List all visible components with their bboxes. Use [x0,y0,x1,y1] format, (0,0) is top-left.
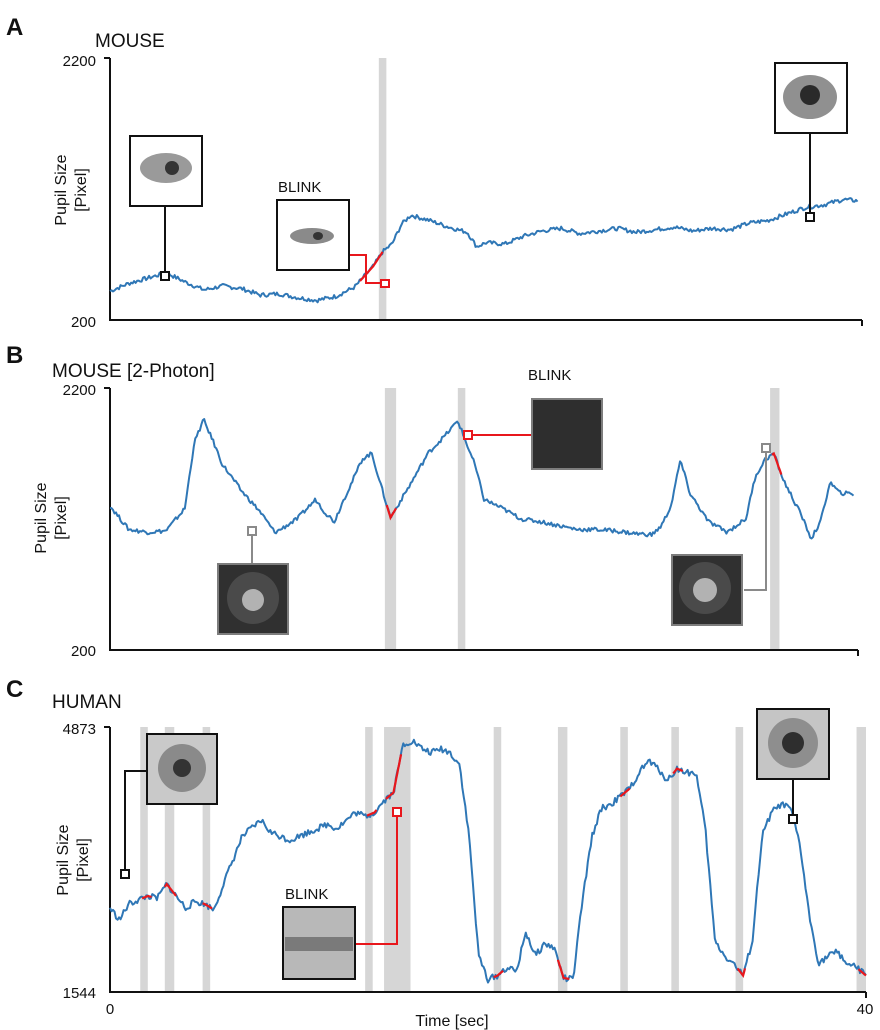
blink-interpolated-segment [771,451,783,475]
blink-period-shade [457,388,466,650]
blink-interpolated-segment [385,504,398,521]
blink-period-shade [378,58,387,320]
blink-period-shade [620,727,628,992]
panel-c-title: HUMAN [52,692,122,713]
blink-callout-marker [392,807,402,817]
eye-thumbnail-blink [282,906,356,980]
callout-marker [120,869,130,879]
callout-marker [805,212,815,222]
panel-b: B MOUSE [2-Photon] 2200 200 Pupil Size [… [6,342,859,660]
blink-period-shade [493,727,502,992]
blink-interpolated-segment [556,959,570,980]
blink-period-shade [735,727,744,992]
blink-label: BLINK [278,179,321,196]
panel-c-ylabel-line1: Pupil Size [55,824,72,895]
blink-period-shade [557,727,568,992]
blink-label: BLINK [285,886,328,903]
blink-period-shade [365,727,373,992]
blink-interpolated-segment [619,787,631,798]
panel-a-ylabel-line1: Pupil Size [53,154,70,225]
x-axis-label: Time [sec] [415,1013,488,1030]
blink-callout-line [350,254,382,284]
eye-thumbnail [217,563,289,635]
panel-a: A MOUSE 2200 200 Pupil Size [Pixel] BLIN… [6,14,863,331]
blink-callout-marker [463,430,473,440]
panel-b-title: MOUSE [2-Photon] [52,361,215,382]
panel-a-axes [104,57,863,326]
eye-thumbnail-blink [531,398,603,470]
blink-interpolated-segment [385,754,403,800]
panel-a-pupil-trace [109,197,859,304]
eye-thumbnail [671,554,743,626]
blink-interpolated-segment [736,967,747,979]
panel-a-blink-shading [378,58,387,320]
blink-interpolated-segment [359,251,384,282]
panel-a-ymin-label: 200 [71,314,96,331]
panel-a-title: MOUSE [95,31,165,52]
panel-a-ylabel-line2: [Pixel] [73,168,90,212]
blink-callout-line [355,812,398,945]
eye-thumbnail [774,62,848,134]
blink-label: BLINK [528,367,571,384]
panel-b-blink-segments [385,451,783,521]
callout-line [124,770,148,873]
callout-marker [761,443,771,453]
callout-line [744,452,767,591]
blink-interpolated-segment [493,969,504,979]
blink-period-shade [140,727,148,992]
eye-thumbnail [129,135,203,207]
eye-thumbnail [146,733,218,805]
callout-marker [160,271,170,281]
panel-letter-b: B [6,342,23,369]
eye-thumbnail [756,708,830,780]
blink-interpolated-segment [163,882,177,897]
panel-c-ymin-label: 1544 [63,985,96,1002]
panel-c: C HUMAN 4873 1544 Pupil Size [Pixel] 0 4… [6,676,873,1030]
panel-letter-c: C [6,676,23,703]
panel-b-axes [104,387,859,656]
blink-interpolated-segment [672,767,684,775]
callout-marker [788,814,798,824]
blink-period-shade [856,727,866,992]
eye-thumbnail-blink [276,199,350,271]
callout-marker [247,526,257,536]
blink-period-shade [770,388,780,650]
blink-callout-marker [380,279,390,288]
blink-period-shade [164,727,175,992]
panel-letter-a: A [6,14,23,41]
panel-a-ymax-label: 2200 [63,53,96,70]
panel-c-ymax-label: 4873 [63,721,96,738]
panel-b-ylabel-line1: Pupil Size [33,482,50,553]
blink-interpolated-segment [366,809,378,817]
panel-c-ylabel-line2: [Pixel] [75,838,92,882]
x-tick-label-end: 40 [857,1001,874,1018]
panel-c-blink-shading [140,727,866,992]
x-tick-label-start: 0 [106,1001,114,1018]
blink-interpolated-segment [857,968,867,977]
panel-c-blink-segments [141,754,867,980]
panel-b-pupil-trace [109,418,855,540]
panel-b-ymax-label: 2200 [63,382,96,399]
panel-a-blink-segments [359,251,384,282]
panel-c-pupil-trace [109,738,867,984]
blink-period-shade [202,727,211,992]
blink-period-shade [671,727,679,992]
panel-b-ymin-label: 200 [71,643,96,660]
blink-interpolated-segment [202,902,213,910]
panel-c-axes [104,726,867,998]
panel-b-ylabel-line2: [Pixel] [53,496,70,540]
blink-interpolated-segment [141,894,152,900]
